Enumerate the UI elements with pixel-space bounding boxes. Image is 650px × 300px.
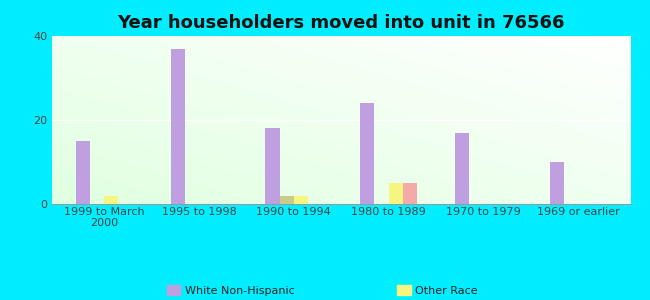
Bar	[455, 133, 469, 204]
Bar	[265, 128, 280, 204]
Bar	[360, 103, 374, 204]
Bar	[280, 196, 294, 204]
Bar	[170, 49, 185, 204]
Bar	[389, 183, 403, 204]
Bar	[403, 183, 417, 204]
Bar	[104, 196, 118, 204]
Bar	[75, 141, 90, 204]
Title: Year householders moved into unit in 76566: Year householders moved into unit in 765…	[118, 14, 565, 32]
Bar	[550, 162, 564, 204]
Legend: White Non-Hispanic, American Indian and Alaska Native, Other Race, Hispanic or L: White Non-Hispanic, American Indian and …	[162, 280, 520, 300]
Bar	[294, 196, 308, 204]
